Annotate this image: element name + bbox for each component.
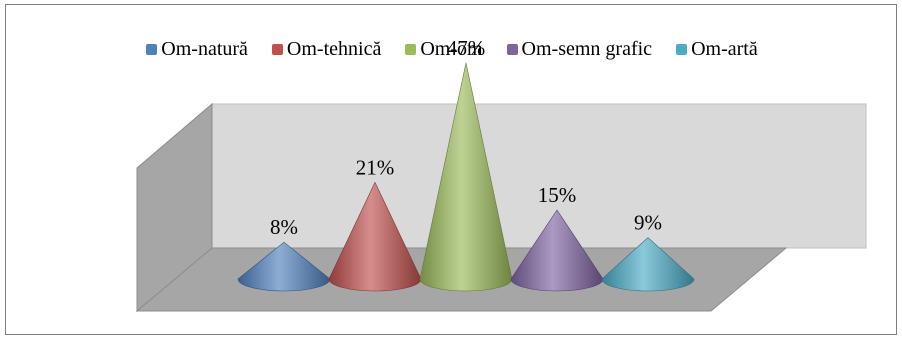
legend: Om-natură Om-tehnică Om-om Om-semn grafic Om… [6, 37, 898, 61]
legend-item: Om-tehnică [271, 37, 382, 61]
cone-body [237, 241, 331, 292]
legend-swatch [676, 43, 688, 55]
cone-body [328, 181, 422, 292]
data-label: 15% [538, 183, 577, 207]
legend-label: Om-semn grafic [521, 37, 653, 60]
data-label: 9% [634, 211, 662, 235]
cone-mark: 15% [510, 183, 604, 292]
legend-item: Om-semn grafic [506, 37, 653, 61]
cone-body [419, 62, 513, 292]
cone-mark: 47% [419, 36, 513, 292]
legend-swatch [506, 43, 518, 55]
legend-label: Om-natură [161, 37, 248, 60]
legend-swatch [405, 43, 417, 55]
cone-body [601, 237, 695, 292]
cone-mark: 21% [328, 155, 422, 292]
back-wall [211, 103, 867, 249]
cone-body [510, 209, 604, 292]
cone-mark: 9% [601, 211, 695, 292]
legend-label: Om-artă [691, 37, 758, 60]
cone-mark: 8% [237, 215, 331, 292]
chart-frame: Om-natură Om-tehnică Om-om Om-semn grafic Om… [5, 4, 897, 335]
legend-item: Om-natură [146, 38, 248, 61]
data-label: 8% [270, 215, 298, 239]
chart-marks: 8% 21% 47% 15% 9% [237, 36, 695, 292]
legend-swatch [146, 43, 158, 55]
chart-plot-area: 8% 21% 47% 15% 9% [135, 36, 867, 313]
legend-label: Om-om [420, 37, 483, 60]
legend-label: Om-tehnică [286, 37, 382, 60]
data-label: 21% [356, 155, 395, 179]
data-label: 47% [447, 36, 486, 60]
legend-item: Om-om [405, 37, 483, 61]
legend-swatch [271, 43, 283, 55]
legend-item: Om-artă [676, 38, 758, 61]
